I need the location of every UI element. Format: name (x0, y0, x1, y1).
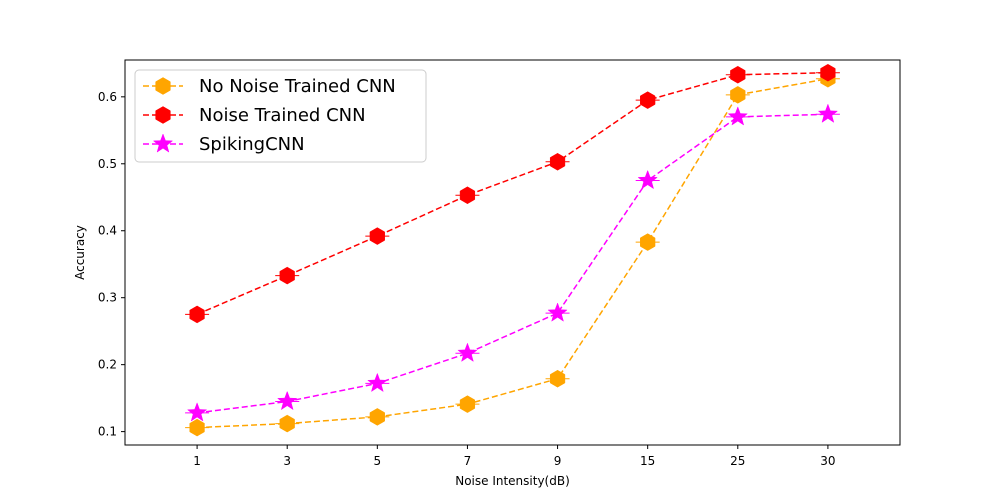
data-point (549, 152, 566, 171)
x-tick-label: 5 (374, 454, 382, 468)
data-point (637, 169, 658, 190)
y-tick-label: 0.1 (98, 425, 117, 439)
data-point (457, 342, 478, 362)
x-tick-label: 9 (554, 454, 562, 468)
data-point (367, 372, 388, 393)
data-point (189, 418, 205, 437)
legend-marker (152, 133, 174, 153)
series-line (197, 78, 829, 429)
y-tick-label: 0.3 (98, 291, 117, 305)
data-point (640, 91, 656, 109)
data-point (459, 186, 476, 205)
data-point (369, 408, 385, 426)
data-point (279, 414, 295, 433)
series-line (196, 113, 828, 414)
data-point (279, 266, 295, 285)
data-point (277, 390, 298, 411)
legend-entry: Noise Trained CNN (143, 105, 366, 126)
x-tick-label: 25 (730, 454, 745, 468)
y-tick-label: 0.6 (98, 90, 117, 104)
data-point (727, 106, 748, 126)
x-tick-label: 3 (283, 454, 291, 468)
series (185, 63, 840, 324)
series (185, 103, 840, 422)
series-group (185, 63, 840, 437)
data-point (186, 402, 208, 422)
data-point (369, 227, 385, 245)
legend-marker (155, 77, 171, 95)
x-tick-label: 1 (193, 454, 201, 468)
y-tick-label: 0.5 (98, 157, 117, 171)
legend-box (134, 69, 427, 163)
y-tick-label: 0.4 (98, 224, 117, 238)
data-point (817, 103, 839, 123)
legend-label: Noise Trained CNN (199, 105, 366, 126)
x-tick-label: 30 (820, 454, 835, 468)
axis-ticks: 1 3 5 7 9 15 25 30 0.1 0.2 0.3 0.4 0.5 0.6 (98, 90, 836, 468)
data-point (730, 65, 746, 84)
series-line (196, 71, 828, 316)
y-axis-label: Accuracy (73, 225, 87, 280)
x-tick-label: 7 (464, 454, 472, 468)
data-point (640, 233, 656, 251)
legend-label: No Noise Trained CNN (199, 76, 396, 97)
plot-area-frame (124, 59, 901, 446)
data-point (820, 63, 836, 82)
data-point (730, 86, 746, 104)
data-point (547, 302, 568, 322)
x-tick-label: 15 (640, 454, 655, 468)
legend-entry: SpikingCNN (143, 133, 305, 155)
y-tick-label: 0.2 (98, 358, 117, 372)
legend-marker (155, 106, 171, 124)
legend-label: SpikingCNN (199, 134, 305, 155)
data-point (549, 369, 566, 388)
data-point (189, 305, 205, 324)
legend: No Noise Trained CNN Noise Trained CNN Spi… (134, 69, 427, 163)
data-point (459, 395, 476, 413)
x-axis-label: Noise Intensity(dB) (455, 474, 570, 488)
legend-entry: No Noise Trained CNN (143, 76, 396, 97)
